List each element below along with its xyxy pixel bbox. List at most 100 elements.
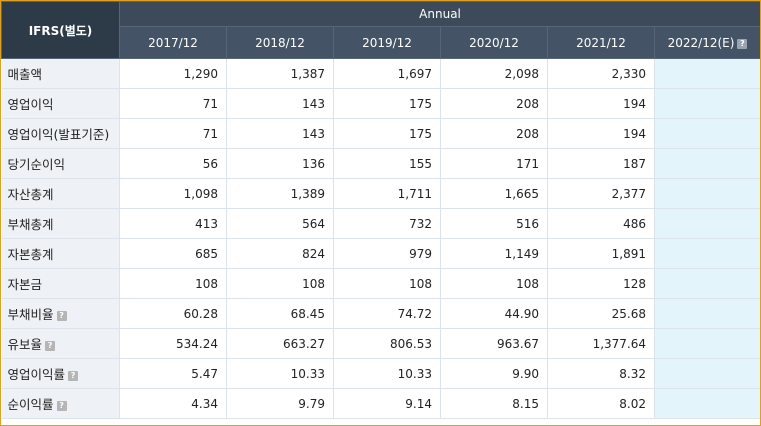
help-icon[interactable]: ? <box>56 401 67 411</box>
value-cell: 685 <box>119 238 227 269</box>
table-row: 매출액 1,290 1,387 1,697 2,098 2,330 <box>1 58 760 89</box>
value-cell: 1,149 <box>440 238 548 269</box>
value-cell: 963.67 <box>440 328 548 359</box>
value-cell: 10.33 <box>333 358 441 389</box>
table-header: IFRS(별도) Annual 2017/12 2018/12 2019/12 202… <box>1 1 760 59</box>
value-cell: 2,098 <box>440 58 548 89</box>
table-row: 자산총계 1,098 1,389 1,711 1,665 2,377 <box>1 178 760 209</box>
row-label: 영업이익률 <box>7 367 66 382</box>
estimate-cell <box>654 388 760 419</box>
estimate-cell <box>654 268 760 299</box>
row-label: 자본금 <box>7 277 43 292</box>
estimate-cell <box>654 238 760 269</box>
value-cell: 564 <box>226 208 334 239</box>
value-cell: 56 <box>119 148 227 179</box>
value-cell: 516 <box>440 208 548 239</box>
value-cell: 806.53 <box>333 328 441 359</box>
row-label: 유보율 <box>7 337 43 352</box>
value-cell: 9.90 <box>440 358 548 389</box>
value-cell: 187 <box>547 148 655 179</box>
row-label-cell: 순이익률? <box>1 388 120 419</box>
value-cell: 824 <box>226 238 334 269</box>
row-label-cell: 영업이익 <box>1 88 120 119</box>
annual-group-header: Annual <box>118 1 760 28</box>
row-label-cell: 영업이익(발표기준) <box>1 118 120 149</box>
row-label: 영업이익 <box>7 97 54 112</box>
help-icon[interactable]: ? <box>68 371 79 381</box>
value-cell: 1,891 <box>547 238 655 269</box>
table-row: 영업이익 71 143 175 208 194 <box>1 88 760 119</box>
value-cell: 208 <box>440 88 548 119</box>
table-row: 영업이익률? 5.47 10.33 10.33 9.90 8.32 <box>1 358 760 389</box>
row-label: 매출액 <box>7 67 43 82</box>
value-cell: 74.72 <box>333 298 441 329</box>
estimate-cell <box>654 118 760 149</box>
value-cell: 5.47 <box>119 358 227 389</box>
help-icon[interactable]: ? <box>45 341 56 351</box>
value-cell: 8.15 <box>440 388 548 419</box>
table-row: 유보율? 534.24 663.27 806.53 963.67 1,377.64 <box>1 328 760 359</box>
row-label: 당기순이익 <box>7 157 66 172</box>
table-row: 자본금 108 108 108 108 128 <box>1 268 760 299</box>
row-label-cell: 유보율? <box>1 328 120 359</box>
value-cell: 1,098 <box>119 178 227 209</box>
value-cell: 108 <box>119 268 227 299</box>
value-cell: 1,697 <box>333 58 441 89</box>
year-header: 2017/12 <box>119 26 227 59</box>
value-cell: 1,711 <box>333 178 441 209</box>
value-cell: 136 <box>226 148 334 179</box>
table-body: 매출액 1,290 1,387 1,697 2,098 2,330 영업이익 71 143 175… <box>1 58 760 419</box>
estimate-cell <box>654 358 760 389</box>
value-cell: 4.34 <box>119 388 227 419</box>
value-cell: 1,290 <box>119 58 227 89</box>
value-cell: 175 <box>333 88 441 119</box>
year-header-row: 2017/12 2018/12 2019/12 2020/12 2021/12 2022/… <box>2 26 760 59</box>
value-cell: 663.27 <box>226 328 334 359</box>
value-cell: 9.79 <box>226 388 334 419</box>
value-cell: 1,377.64 <box>547 328 655 359</box>
value-cell: 143 <box>226 118 334 149</box>
estimate-cell <box>654 178 760 209</box>
row-label-cell: 자본금 <box>1 268 120 299</box>
estimate-year-label: 2022/12(E) <box>667 35 735 50</box>
ifrs-basis-label: IFRS(별도) <box>1 1 120 59</box>
estimate-cell <box>654 208 760 239</box>
year-header: 2021/12 <box>547 26 655 59</box>
value-cell: 8.32 <box>547 358 655 389</box>
value-cell: 155 <box>333 148 441 179</box>
estimate-cell <box>654 58 760 89</box>
value-cell: 25.68 <box>547 298 655 329</box>
value-cell: 1,389 <box>226 178 334 209</box>
row-label-cell: 매출액 <box>1 58 120 89</box>
value-cell: 9.14 <box>333 388 441 419</box>
estimate-cell <box>654 148 760 179</box>
row-label: 영업이익(발표기준) <box>7 127 110 142</box>
value-cell: 71 <box>119 118 227 149</box>
value-cell: 108 <box>440 268 548 299</box>
estimate-year-header: 2022/12(E)? <box>653 26 760 59</box>
financial-summary-table: IFRS(별도) Annual 2017/12 2018/12 2019/12 202… <box>1 1 760 419</box>
value-cell: 108 <box>333 268 441 299</box>
estimate-cell <box>654 88 760 119</box>
value-cell: 143 <box>226 88 334 119</box>
row-label: 자본총계 <box>7 247 54 262</box>
row-label: 부채비율 <box>7 307 54 322</box>
value-cell: 534.24 <box>119 328 227 359</box>
value-cell: 171 <box>440 148 548 179</box>
row-label-cell: 당기순이익 <box>1 148 120 179</box>
row-label: 순이익률 <box>7 397 54 412</box>
value-cell: 68.45 <box>226 298 334 329</box>
help-icon[interactable]: ? <box>56 311 67 321</box>
value-cell: 10.33 <box>226 358 334 389</box>
help-icon[interactable]: ? <box>737 38 748 49</box>
value-cell: 108 <box>226 268 334 299</box>
value-cell: 2,330 <box>547 58 655 89</box>
row-label-cell: 부채총계 <box>1 208 120 239</box>
year-header: 2018/12 <box>226 26 334 59</box>
value-cell: 1,665 <box>440 178 548 209</box>
row-label-cell: 자본총계 <box>1 238 120 269</box>
table-row: 순이익률? 4.34 9.79 9.14 8.15 8.02 <box>1 388 760 419</box>
value-cell: 413 <box>119 208 227 239</box>
value-cell: 175 <box>333 118 441 149</box>
